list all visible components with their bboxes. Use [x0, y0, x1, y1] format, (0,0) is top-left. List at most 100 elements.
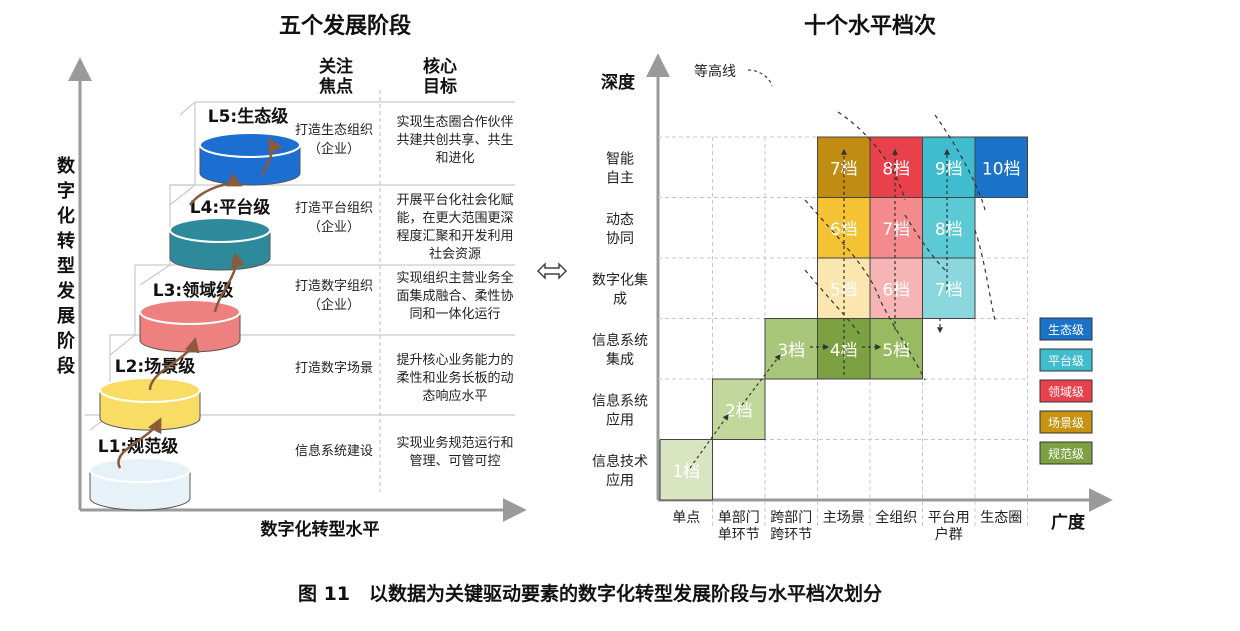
- left-stages: L1:规范级 信息系统建设 实现业务规范运行和管理、可管可控 L2:场景级 打造数字场景…: [89, 106, 514, 511]
- stage-focus: 打造数字场景: [295, 361, 373, 376]
- level-cell-label: 5档: [882, 341, 910, 361]
- figure-caption: 图 11 以数据为关键驱动要素的数字化转型发展阶段与水平档次划分: [298, 582, 882, 605]
- depth-label: 信息系统应用: [592, 392, 648, 428]
- level-cell-box: [922, 136, 976, 198]
- stage-goal: 实现生态圈合作伙伴共建共创共享、共生和进化: [396, 115, 513, 166]
- level-cell-box: [922, 197, 976, 259]
- level-cell: 10档: [974, 136, 1028, 198]
- level-cell-label: 8档: [935, 220, 963, 240]
- level-cell-box: [659, 439, 713, 501]
- level-cell-box: [712, 378, 766, 440]
- breadth-label: 平台用户群: [928, 510, 970, 543]
- stage-goal: 实现组织主营业务全面集成融合、柔性协同和一体化运行: [396, 270, 513, 322]
- level-cell: 7档: [922, 257, 976, 319]
- level-cell-label: 7档: [882, 220, 910, 240]
- stage-level-label: L1:规范级: [98, 436, 178, 457]
- contour-label: 等高线: [694, 63, 736, 80]
- legend-label: 场景级: [1048, 416, 1084, 430]
- focus-header: 关注焦点: [318, 56, 353, 97]
- level-cell: 5档: [869, 318, 923, 380]
- legend-label: 领域级: [1048, 385, 1084, 399]
- legend-label: 平台级: [1048, 353, 1084, 368]
- level-cell-label: 10档: [982, 159, 1021, 179]
- depth-label: 信息系统集成: [592, 332, 648, 368]
- level-cell-label: 9档: [935, 159, 963, 179]
- stage-level-label: L5:生态级: [208, 106, 288, 127]
- depth-label: 信息技术应用: [592, 453, 648, 489]
- level-cell-label: 6档: [882, 280, 910, 300]
- breadth-label: 跨部门跨环节: [770, 510, 812, 543]
- contour-pointer: [747, 69, 773, 87]
- stage-goal: 开展平台化社会化赋能，在更大范围更深程度汇聚和开发利用社会资源: [396, 192, 513, 262]
- level-cell: 8档: [869, 136, 923, 198]
- double-arrow-icon: [536, 262, 568, 280]
- level-cell: 3档: [764, 318, 818, 380]
- contour-lines: [804, 111, 996, 381]
- breadth-label: 单点: [672, 510, 700, 526]
- stage-cylinder-top: [199, 132, 301, 158]
- legend-swatch: [1039, 317, 1093, 341]
- stage-goal: 实现业务规范运行和管理、可管可控: [396, 435, 513, 469]
- breadth-label: 单部门单环节: [718, 510, 760, 543]
- level-cell-box: [869, 197, 923, 259]
- stage-level-label: L2:场景级: [115, 356, 195, 377]
- level-cell-label: 1档: [672, 462, 700, 482]
- legend-swatch: [1039, 379, 1093, 403]
- level-cell: 9档: [922, 136, 976, 198]
- legend-label: 生态级: [1048, 323, 1084, 337]
- level-cell-label: 7档: [935, 280, 963, 300]
- right-title: 十个水平档次: [804, 13, 936, 39]
- right-y-axis-label: 深度: [601, 72, 636, 93]
- stage-goal: 提升核心业务能力的柔性和业务长板的动态响应水平: [396, 352, 513, 404]
- legend-swatch: [1039, 441, 1093, 465]
- stage-1: L1:规范级 信息系统建设 实现业务规范运行和管理、可管可控: [89, 435, 514, 511]
- stage-cylinder-top: [169, 217, 271, 243]
- left-col-headers: 关注焦点 核心目标: [318, 56, 457, 97]
- level-cell: 2档: [712, 378, 766, 440]
- level-cell-box: [974, 136, 1028, 198]
- level-cell-label: 8档: [882, 159, 910, 179]
- legend-swatch: [1039, 348, 1093, 372]
- left-x-axis-label: 数字化转型水平: [261, 519, 380, 540]
- left-title: 五个发展阶段: [279, 13, 411, 39]
- stage-level-label: L3:领域级: [153, 280, 233, 301]
- stage-cylinder-top: [89, 457, 191, 483]
- level-cell-box: [922, 257, 976, 319]
- level-cell-label: 2档: [725, 401, 753, 421]
- legend-swatch: [1039, 410, 1093, 434]
- stage-focus: 打造数字组织（企业）: [295, 279, 373, 313]
- stage-level-label: L4:平台级: [190, 197, 270, 218]
- stage-cylinder-top: [139, 299, 241, 325]
- left-y-axis-label-text: 数字化转型发展阶段: [56, 155, 76, 377]
- level-cell-label: 3档: [777, 341, 805, 361]
- stage-focus: 打造平台组织（企业）: [295, 201, 373, 235]
- depth-label: 智能自主: [606, 151, 634, 186]
- level-cell: 8档: [922, 197, 976, 259]
- breadth-label: 主场景: [823, 510, 865, 526]
- breadth-label: 全组织: [875, 509, 917, 526]
- depth-label: 数字化集成: [592, 271, 648, 307]
- right-x-axis-label: 广度: [1051, 512, 1086, 533]
- level-cell: 7档: [869, 197, 923, 259]
- level-progress-arrows: [689, 148, 950, 469]
- stage-progress-arrows: [117, 137, 283, 469]
- stage-focus: 打造生态组织（企业）: [295, 123, 373, 157]
- legend-item: 生态级: [1039, 317, 1093, 341]
- level-cell-box: [764, 318, 818, 380]
- stage-focus: 信息系统建设: [295, 443, 373, 459]
- breadth-label: 生态圈: [980, 510, 1022, 526]
- legend-item: 平台级: [1039, 348, 1093, 372]
- left-y-axis-label: 数字化转型发展阶段: [56, 155, 76, 377]
- legend-item: 领域级: [1039, 379, 1093, 403]
- stage-2: L2:场景级 打造数字场景 提升核心业务能力的柔性和业务长板的动态响应水平: [99, 352, 514, 431]
- level-cell: 6档: [817, 197, 871, 259]
- level-cell: 1档: [659, 439, 713, 501]
- stage-4: L4:平台级 打造平台组织（企业） 开展平台化社会化赋能，在更大范围更深程度汇聚和开…: [169, 192, 514, 271]
- stage-3: L3:领域级 打造数字组织（企业） 实现组织主营业务全面集成融合、柔性协同和一体化运…: [139, 270, 514, 353]
- level-cell: 6档: [869, 257, 923, 319]
